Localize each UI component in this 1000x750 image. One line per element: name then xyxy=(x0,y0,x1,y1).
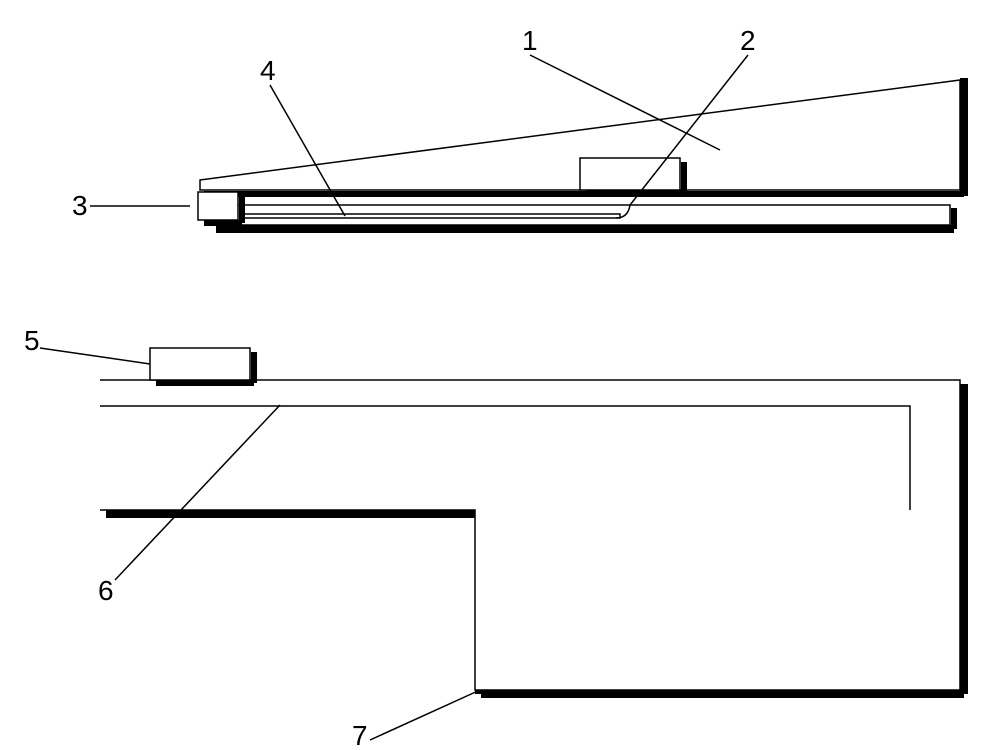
label-6: 6 xyxy=(98,575,114,606)
leader-5 xyxy=(40,348,150,364)
label-3: 3 xyxy=(72,190,88,221)
lower-c-body xyxy=(100,380,964,694)
label-7: 7 xyxy=(352,720,368,750)
block-3 xyxy=(198,192,242,223)
label-1: 1 xyxy=(522,25,538,56)
block-5 xyxy=(150,348,254,383)
label-5: 5 xyxy=(24,325,40,356)
upper-bar xyxy=(210,205,954,229)
label-4: 4 xyxy=(260,55,276,86)
block-2 xyxy=(580,158,684,193)
label-2: 2 xyxy=(740,25,756,56)
leader-7 xyxy=(370,690,480,740)
technical-diagram: 1 2 3 4 5 6 7 xyxy=(0,0,1000,750)
inner-slot xyxy=(240,214,620,218)
